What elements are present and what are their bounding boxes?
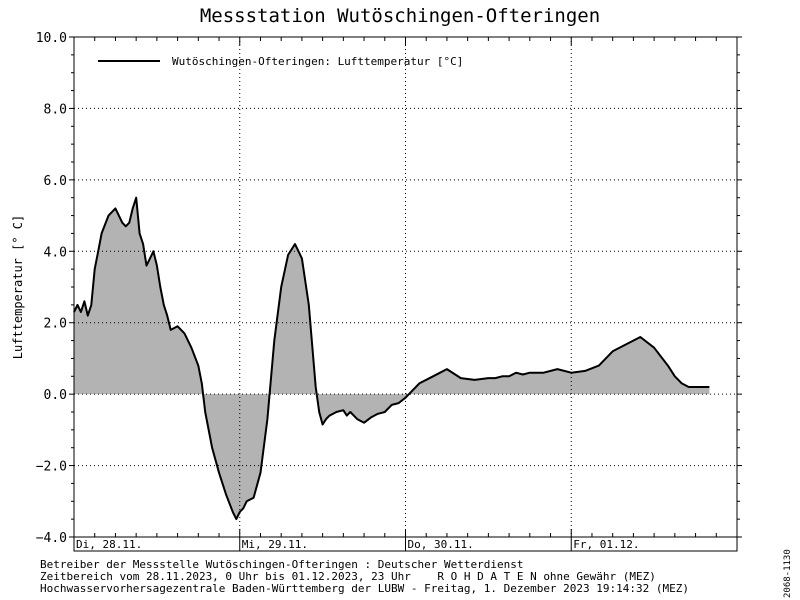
x-day-label: Di, 28.11. [76,538,142,551]
x-day-labels: Di, 28.11. Mi, 29.11. Do, 30.11. Fr, 01.12. [76,537,639,551]
x-day-label: Fr, 01.12. [573,538,639,551]
chart-title: Messstation Wutöschingen-Ofteringen [199,5,601,27]
y-axis-label: Lufttemperatur [° C] [11,215,25,360]
y-tick-label: 10.0 [36,31,67,46]
temperature-line [73,196,710,521]
line-layer [73,196,710,521]
footer-timerange: Zeitbereich vom 28.11.2023, 0 Uhr bis 01… [40,570,656,583]
side-id-label: 2068-1130 [783,549,793,598]
y-tick-label: −2.0 [36,460,67,475]
footer-operator: Betreiber der Messstelle Wutöschingen-Of… [40,558,524,571]
y-tick-labels: −4.0 −2.0 0.0 2.0 4.0 6.0 8.0 10.0 [36,31,742,546]
y-tick-label: 2.0 [44,317,67,332]
y-tick-label: 0.0 [44,388,67,403]
x-day-label: Mi, 29.11. [242,538,308,551]
y-tick-label: 4.0 [44,245,67,260]
y-tick-label: 6.0 [44,174,67,189]
x-day-label: Do, 30.11. [408,538,474,551]
footer-source: Hochwasservorhersagezentrale Baden-Württ… [40,582,690,595]
area-fill-layer [74,197,710,520]
legend-label: Wutöschingen-Ofteringen: Lufttemperatur … [172,55,463,68]
temperature-area [74,197,710,520]
y-tick-label: −4.0 [36,531,67,546]
grid-layer [74,37,737,537]
y-tick-label: 8.0 [44,102,67,117]
legend: Wutöschingen-Ofteringen: Lufttemperatur … [98,55,463,68]
